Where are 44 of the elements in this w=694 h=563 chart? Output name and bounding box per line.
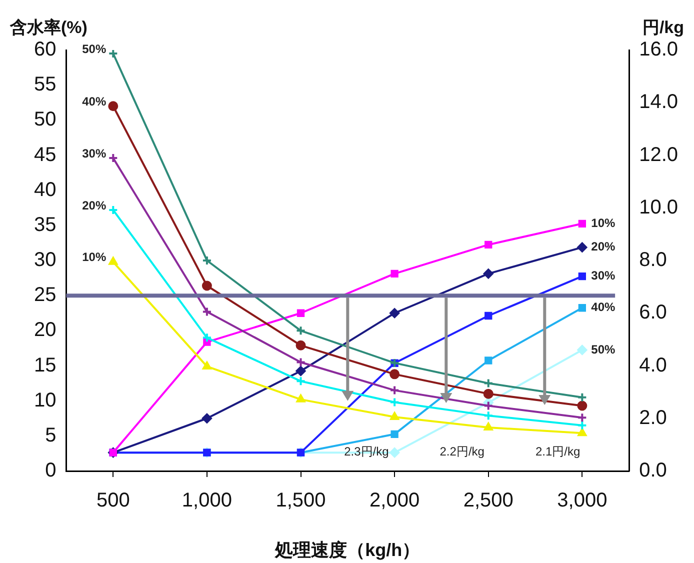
y-tick-label: 20	[34, 319, 56, 342]
series-label: 40%	[82, 94, 106, 108]
series-label: 10%	[82, 250, 106, 264]
y2-tick-label: 8.0	[639, 249, 667, 272]
y-tick-label: 0	[45, 460, 56, 482]
y-tick-label: 15	[34, 354, 56, 376]
series-label: 50%	[591, 342, 616, 356]
y2-tick-label: 4.0	[639, 354, 667, 376]
y-tick-label: 35	[34, 214, 56, 236]
x-tick-label: 1,000	[182, 490, 232, 512]
y2-tick-label: 16.0	[639, 38, 678, 61]
y-tick-label: 5	[45, 424, 56, 446]
series-label: 50%	[82, 42, 106, 56]
y2-tick-label: 14.0	[639, 91, 678, 114]
annotation: 2.1円/kg	[535, 444, 580, 458]
series-label: 30%	[82, 146, 106, 160]
x-tick-label: 3,000	[557, 490, 608, 512]
series-label: 10%	[591, 216, 616, 230]
y2-axis-title: 円/kg	[642, 18, 684, 37]
y-tick-label: 50	[34, 108, 56, 131]
y-tick-label: 10	[34, 389, 56, 412]
series-label: 20%	[591, 240, 616, 254]
x-axis-title: 処理速度（kg/h）	[274, 540, 420, 560]
y-tick-label: 25	[34, 284, 56, 306]
y-axis-title: 含水率(%)	[9, 18, 88, 37]
x-tick-label: 2,000	[370, 490, 420, 512]
y2-tick-label: 10.0	[639, 196, 678, 218]
y-tick-label: 45	[34, 144, 56, 166]
x-tick-label: 2,500	[463, 490, 514, 512]
x-tick-label: 500	[96, 490, 130, 512]
annotation: 2.2円/kg	[440, 444, 484, 458]
y2-tick-label: 2.0	[639, 406, 667, 429]
y-tick-label: 40	[34, 178, 56, 201]
series-label: 40%	[591, 300, 616, 314]
series-label: 30%	[591, 268, 616, 283]
y2-tick-label: 6.0	[639, 302, 667, 324]
y-tick-label: 55	[34, 74, 56, 96]
x-tick-label: 1,500	[276, 490, 326, 512]
series-label: 20%	[82, 198, 106, 212]
y2-tick-label: 0.0	[639, 460, 667, 482]
annotation: 2.3円/kg	[344, 444, 389, 458]
y-tick-label: 30	[34, 249, 56, 272]
y2-tick-label: 12.0	[639, 144, 678, 166]
y-tick-label: 60	[34, 38, 56, 61]
